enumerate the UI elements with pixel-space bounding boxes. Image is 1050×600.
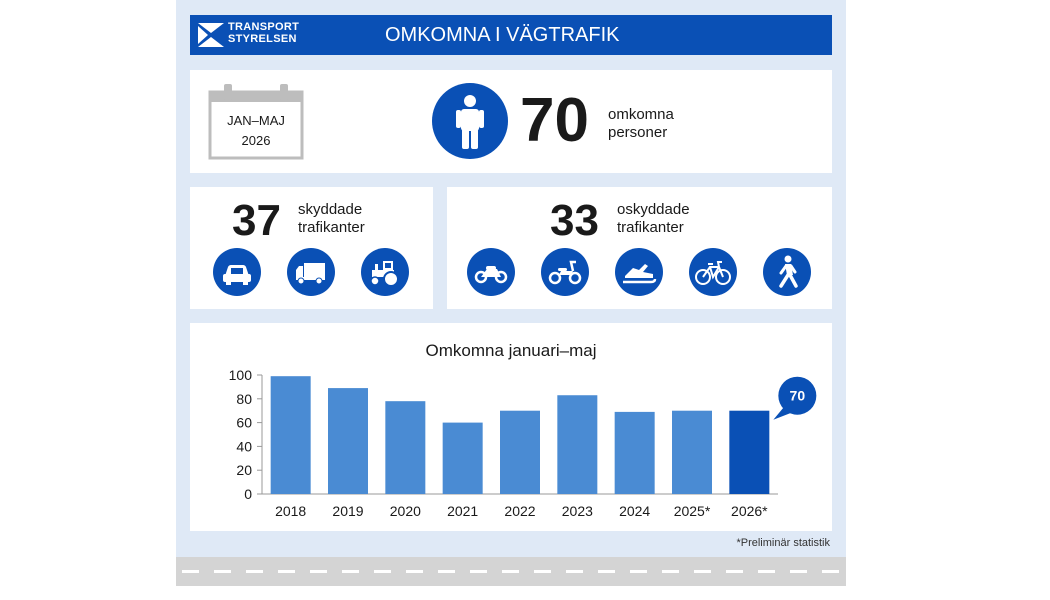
callout-label: 70 <box>790 388 806 404</box>
bar-2023 <box>557 395 598 494</box>
snowmobile-icon <box>615 248 663 296</box>
transportstyrelsen-logo-icon <box>198 23 224 47</box>
total-label: omkomna personer <box>608 106 674 142</box>
road-dash <box>342 570 359 573</box>
tractor-icon <box>361 248 409 296</box>
road-dash <box>790 570 807 573</box>
total-label-line-2: personer <box>608 124 668 141</box>
total-label-line-1: omkomna <box>608 106 674 123</box>
y-tick-label: 20 <box>236 462 252 478</box>
road-dash <box>374 570 391 573</box>
unprotected-card: 33 oskyddade trafikanter <box>447 187 832 309</box>
road-dash <box>662 570 679 573</box>
road-dash <box>598 570 615 573</box>
road-dash <box>406 570 423 573</box>
unprotected-label: oskyddade trafikanter <box>617 201 690 237</box>
road-dash <box>246 570 263 573</box>
x-tick-label: 2023 <box>562 503 593 519</box>
road-dash <box>534 570 551 573</box>
x-tick-label: 2018 <box>275 503 306 519</box>
callout-bubble <box>778 376 817 415</box>
pedestrian-icon <box>763 248 811 296</box>
road-dash <box>502 570 519 573</box>
road-dash <box>214 570 231 573</box>
y-tick-label: 40 <box>236 438 252 454</box>
y-tick-label: 80 <box>236 391 252 407</box>
road-dash <box>310 570 327 573</box>
y-tick-label: 0 <box>244 486 252 502</box>
x-tick-label: 2026* <box>731 503 768 519</box>
bicycle-icon <box>689 248 737 296</box>
road-dash <box>758 570 775 573</box>
header-bar: TRANSPORT STYRELSEN OMKOMNA I VÄGTRAFIK <box>190 15 832 55</box>
bar-chart: 0 20 40 60 80 100 2018 2019 2020 2021 2022 2023 2024… <box>229 367 817 519</box>
road-dash <box>278 570 295 573</box>
chart-title: Omkomna januari–maj <box>425 341 597 360</box>
y-tick-label: 100 <box>229 367 253 383</box>
road-dash <box>822 570 839 573</box>
bar-2018 <box>270 376 311 494</box>
unprotected-label-line-2: trafikanter <box>617 219 684 236</box>
protected-label-line-2: trafikanter <box>298 219 365 236</box>
motorcycle-icon <box>467 248 515 296</box>
truck-icon <box>287 248 335 296</box>
x-tick-label: 2020 <box>390 503 421 519</box>
chart-card: Omkomna januari–maj 0 20 40 60 80 100 2018 2019… <box>190 323 832 531</box>
calendar-icon <box>208 84 304 160</box>
protected-label: skyddade trafikanter <box>298 201 365 237</box>
bar-2021 <box>442 422 483 494</box>
protected-count: 37 <box>232 196 281 245</box>
logo-text: TRANSPORT STYRELSEN <box>228 21 299 45</box>
x-tick-label: 2021 <box>447 503 478 519</box>
period-line-2: 2026 <box>241 133 271 148</box>
road-stripe <box>176 557 846 586</box>
bar-2019 <box>328 388 368 494</box>
road-dash <box>470 570 487 573</box>
logo-line-2: STYRELSEN <box>228 33 297 45</box>
person-icon <box>432 83 508 159</box>
page-title: OMKOMNA I VÄGTRAFIK <box>385 24 620 46</box>
bar-2025 <box>672 410 712 494</box>
x-tick-label: 2025* <box>674 503 711 519</box>
bar-2026 <box>729 410 770 494</box>
period-label: JAN–MAJ 2026 <box>208 111 304 151</box>
y-tick-label: 60 <box>236 415 252 431</box>
total-count: 70 <box>520 86 589 155</box>
road-dash <box>566 570 583 573</box>
road-dash <box>630 570 647 573</box>
road-dash <box>726 570 743 573</box>
unprotected-count: 33 <box>550 196 599 245</box>
road-dash <box>438 570 455 573</box>
bar-2020 <box>385 401 426 494</box>
x-tick-label: 2022 <box>504 503 535 519</box>
x-tick-label: 2024 <box>619 503 650 519</box>
road-dash <box>182 570 199 573</box>
total-card: JAN–MAJ 2026 70 omkomna personer <box>190 70 832 173</box>
protected-label-line-1: skyddade <box>298 201 363 218</box>
period-line-1: JAN–MAJ <box>227 113 285 128</box>
footnote: *Preliminär statistik <box>736 537 830 549</box>
logo-line-1: TRANSPORT <box>228 21 300 33</box>
protected-card: 37 skyddade trafikanter <box>190 187 433 309</box>
x-tick-label: 2019 <box>332 503 363 519</box>
bar-2022 <box>500 410 540 494</box>
road-dash <box>694 570 711 573</box>
unprotected-label-line-1: oskyddade <box>617 201 690 218</box>
car-icon <box>213 248 261 296</box>
bar-2024 <box>614 411 655 494</box>
moped-icon <box>541 248 589 296</box>
